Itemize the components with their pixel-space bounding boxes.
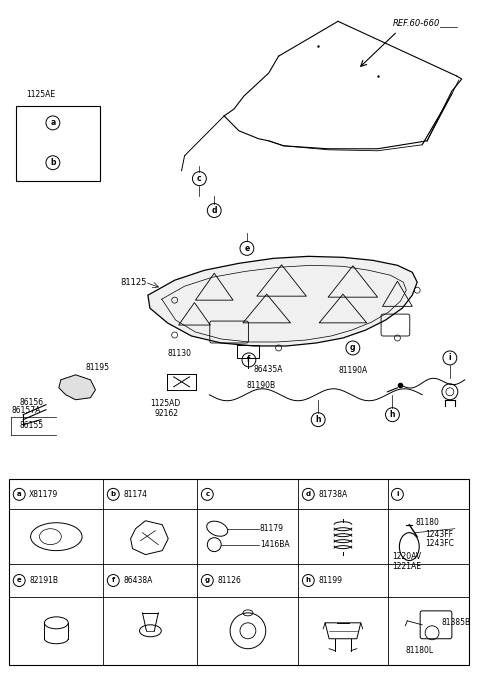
- Text: 81738A: 81738A: [318, 490, 348, 499]
- Text: a: a: [50, 119, 56, 127]
- Text: 81190A: 81190A: [338, 366, 367, 375]
- Bar: [16, 106, 100, 181]
- Bar: [9, 479, 468, 665]
- Text: h: h: [390, 410, 395, 419]
- Text: 81180L: 81180L: [405, 646, 433, 655]
- Text: 92162: 92162: [155, 408, 179, 418]
- Text: 86157A: 86157A: [12, 406, 41, 415]
- Polygon shape: [148, 256, 417, 346]
- Text: 1125AD: 1125AD: [150, 399, 180, 408]
- Text: b: b: [50, 158, 56, 167]
- Text: 81385B: 81385B: [442, 618, 471, 627]
- Text: 86435A: 86435A: [254, 365, 283, 374]
- Text: 81126: 81126: [217, 576, 241, 585]
- Text: 81170: 81170: [16, 138, 43, 148]
- Text: 1243FC: 1243FC: [425, 539, 454, 548]
- Text: 81130: 81130: [168, 349, 192, 358]
- Text: 86155: 86155: [19, 421, 43, 429]
- Text: f: f: [112, 578, 115, 584]
- Text: 81180: 81180: [415, 518, 439, 527]
- Text: 1125AE: 1125AE: [26, 90, 55, 99]
- Text: a: a: [17, 491, 22, 497]
- Text: REF.60-660: REF.60-660: [393, 19, 440, 28]
- Text: f: f: [247, 355, 251, 365]
- Text: 81195: 81195: [85, 363, 109, 372]
- Text: 1221AE: 1221AE: [393, 562, 421, 571]
- Text: 81190B: 81190B: [247, 381, 276, 390]
- Text: 81179: 81179: [260, 524, 284, 533]
- Text: d: d: [306, 491, 311, 497]
- Text: d: d: [212, 206, 217, 215]
- Text: 1416BA: 1416BA: [260, 540, 289, 549]
- Text: e: e: [244, 244, 250, 253]
- Text: 1220AV: 1220AV: [393, 552, 421, 561]
- Text: g: g: [350, 344, 356, 353]
- Text: i: i: [449, 353, 451, 363]
- Polygon shape: [59, 375, 96, 400]
- Text: c: c: [205, 491, 209, 497]
- Text: 82191B: 82191B: [29, 576, 58, 585]
- Text: b: b: [111, 491, 116, 497]
- Text: h: h: [306, 578, 311, 584]
- Text: c: c: [197, 174, 202, 183]
- Text: e: e: [17, 578, 22, 584]
- Text: h: h: [315, 415, 321, 424]
- Text: 86438A: 86438A: [123, 576, 153, 585]
- Text: 1243FF: 1243FF: [425, 530, 453, 539]
- Text: i: i: [396, 491, 399, 497]
- Text: 86156: 86156: [19, 398, 43, 406]
- Text: 81199: 81199: [318, 576, 342, 585]
- Text: X81179: X81179: [29, 490, 59, 499]
- Text: g: g: [205, 578, 210, 584]
- Text: 81125: 81125: [120, 278, 146, 286]
- Text: 81174: 81174: [123, 490, 147, 499]
